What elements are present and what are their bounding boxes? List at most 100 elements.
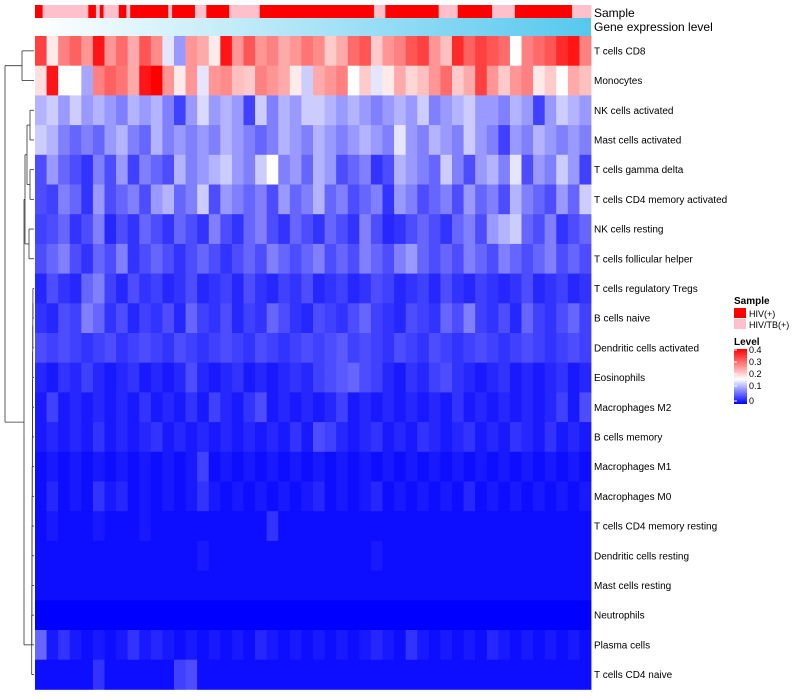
heatmap-cell [370, 95, 383, 126]
heatmap-cell [382, 659, 395, 690]
heatmap-cell [347, 303, 360, 334]
sample-annotation-cell [328, 5, 333, 18]
heatmap-cell [313, 540, 325, 571]
heatmap-cell [185, 333, 198, 364]
heatmap-cell [486, 392, 499, 423]
row-label: NK cells activated [594, 106, 673, 117]
heatmap-cell [556, 570, 569, 601]
heatmap-cell [428, 214, 441, 245]
heatmap-cell [313, 570, 325, 601]
heatmap-cell [486, 243, 499, 274]
heatmap-cell [81, 273, 94, 304]
heatmap-cell [579, 154, 592, 185]
heatmap-cell [104, 540, 117, 571]
heatmap-cell [370, 451, 383, 482]
heatmap-cell [58, 630, 71, 661]
heatmap-cell [533, 65, 546, 96]
heatmap-cell [509, 481, 522, 512]
heatmap-cell [567, 214, 580, 245]
heatmap-cell [463, 333, 476, 364]
heatmap-cell [405, 333, 418, 364]
heatmap-cell [197, 125, 210, 156]
heatmap-cell [127, 154, 140, 185]
heatmap-cell [544, 95, 557, 126]
sample-annotation-cell [35, 5, 40, 18]
heatmap-cell [475, 243, 488, 274]
heatmap-cell [289, 540, 302, 571]
heatmap-cell [278, 154, 291, 185]
heatmap-cell [46, 392, 59, 423]
heatmap-cell [521, 243, 534, 274]
heatmap-cell [359, 600, 372, 631]
heatmap-cell [289, 659, 302, 690]
heatmap-cell [533, 392, 546, 423]
heatmap-cell [463, 184, 476, 215]
heatmap-cell [533, 154, 546, 185]
heatmap-cell [579, 630, 592, 661]
heatmap-cell [92, 214, 105, 245]
heatmap-cell [278, 65, 291, 96]
heatmap-cell [579, 65, 592, 96]
heatmap-cell [185, 273, 198, 304]
heatmap-cell [69, 243, 82, 274]
heatmap-cell [486, 65, 499, 96]
sample-annotation-cell [564, 5, 569, 18]
heatmap-cell [336, 422, 349, 453]
heatmap-cell [185, 630, 198, 661]
heatmap-cell [359, 65, 372, 96]
heatmap-cell [475, 333, 488, 364]
heatmap-cell [347, 214, 360, 245]
sample-annotation-cell [145, 5, 150, 18]
heatmap-cell [150, 214, 163, 245]
heatmap-cell [231, 273, 244, 304]
heatmap-cell [486, 303, 499, 334]
heatmap-cell [46, 451, 59, 482]
heatmap-cell [81, 243, 94, 274]
sample-annotation-cell [320, 5, 325, 18]
heatmap-cell [452, 362, 464, 393]
heatmap-cell [347, 540, 360, 571]
heatmap-cell [116, 481, 129, 512]
heatmap-cell [556, 362, 569, 393]
heatmap-cell [347, 125, 360, 156]
heatmap-cell [486, 184, 499, 215]
sample-annotation-cell [229, 5, 234, 18]
heatmap-cell [533, 600, 546, 631]
heatmap-cell [452, 95, 464, 126]
heatmap-cell [567, 65, 580, 96]
heatmap-cell [440, 303, 453, 334]
heatmap-cell [313, 451, 325, 482]
heatmap-cell [452, 36, 464, 67]
heatmap-cell [231, 65, 244, 96]
heatmap-cell [556, 184, 569, 215]
sample-annotation-cell [526, 5, 531, 18]
heatmap-cell [266, 214, 279, 245]
heatmap-cell [567, 570, 580, 601]
heatmap-cell [92, 36, 105, 67]
heatmap-cell [324, 184, 337, 215]
heatmap-cell [475, 154, 488, 185]
heatmap-cell [394, 451, 407, 482]
heatmap-cell [104, 600, 117, 631]
heatmap-cell [428, 362, 441, 393]
heatmap-cell [521, 481, 534, 512]
heatmap-cell [139, 451, 152, 482]
row-dendrogram [4, 50, 34, 675]
heatmap-cell [382, 154, 395, 185]
heatmap-cell [313, 184, 325, 215]
sample-annotation-cell [206, 5, 211, 18]
heatmap-cell [567, 303, 580, 334]
heatmap-cell [544, 65, 557, 96]
heatmap-cell [69, 184, 82, 215]
heatmap-cell [359, 481, 372, 512]
sample-annotation-cell [134, 5, 139, 18]
sample-annotation-cell [389, 5, 394, 18]
heatmap-cell [417, 184, 430, 215]
heatmap-cell [498, 36, 511, 67]
heatmap-cell [394, 422, 407, 453]
heatmap-cell [289, 392, 302, 423]
heatmap-cell [35, 184, 47, 215]
heatmap-cell [382, 362, 395, 393]
heatmap-cell [313, 95, 325, 126]
heatmap-cell [579, 184, 592, 215]
